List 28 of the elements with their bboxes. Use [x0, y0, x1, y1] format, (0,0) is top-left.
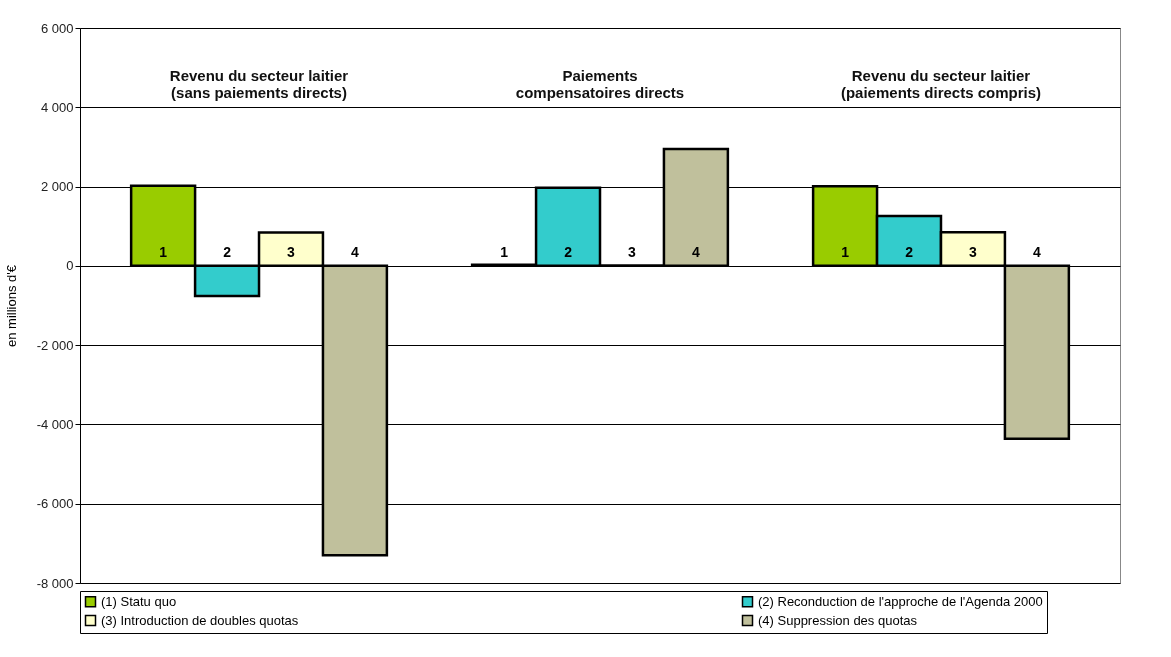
y-tick-label: -4 000 [36, 416, 74, 432]
annotation: 1 [159, 243, 168, 260]
x-tick-label: Revenu du secteur laitier (sans paiements directs) [169, 66, 349, 101]
annotation: 2 [564, 243, 573, 260]
legend-label: (1) Statu quo [101, 593, 177, 609]
annotation: 1 [841, 243, 850, 260]
annotation: 2 [905, 243, 914, 260]
annotation: 4 [692, 243, 700, 260]
y-tick-label: -2 000 [36, 337, 74, 353]
y-tick-label: 6 000 [40, 20, 74, 36]
annotation: 3 [969, 243, 978, 260]
annotation: 1 [500, 243, 509, 260]
annotation: 3 [628, 243, 637, 260]
annotation: 3 [287, 243, 296, 260]
y-axis-title: en millions d'€ [3, 264, 19, 347]
x-tick-label: Revenu du secteur laitier (paiements directs compris) [840, 66, 1042, 101]
legend-label: (4) Suppression des quotas [758, 612, 918, 628]
y-tick-label: -6 000 [36, 496, 74, 512]
y-tick-label: -8 000 [36, 575, 74, 591]
annotation: 2 [223, 243, 232, 260]
y-tick-label: 0 [66, 258, 74, 274]
annotation: 4 [351, 243, 360, 260]
y-tick-label: 4 000 [40, 99, 74, 115]
x-tick-label: Paiements compensatoires directs [515, 66, 685, 101]
legend-label: (2) Reconduction de l'approche de l'Agenda 2000 [758, 593, 1043, 609]
y-tick-label: 2 000 [40, 179, 74, 195]
legend-label: (3) Introduction de doubles quotas [101, 612, 299, 628]
annotation: 4 [1032, 243, 1041, 260]
